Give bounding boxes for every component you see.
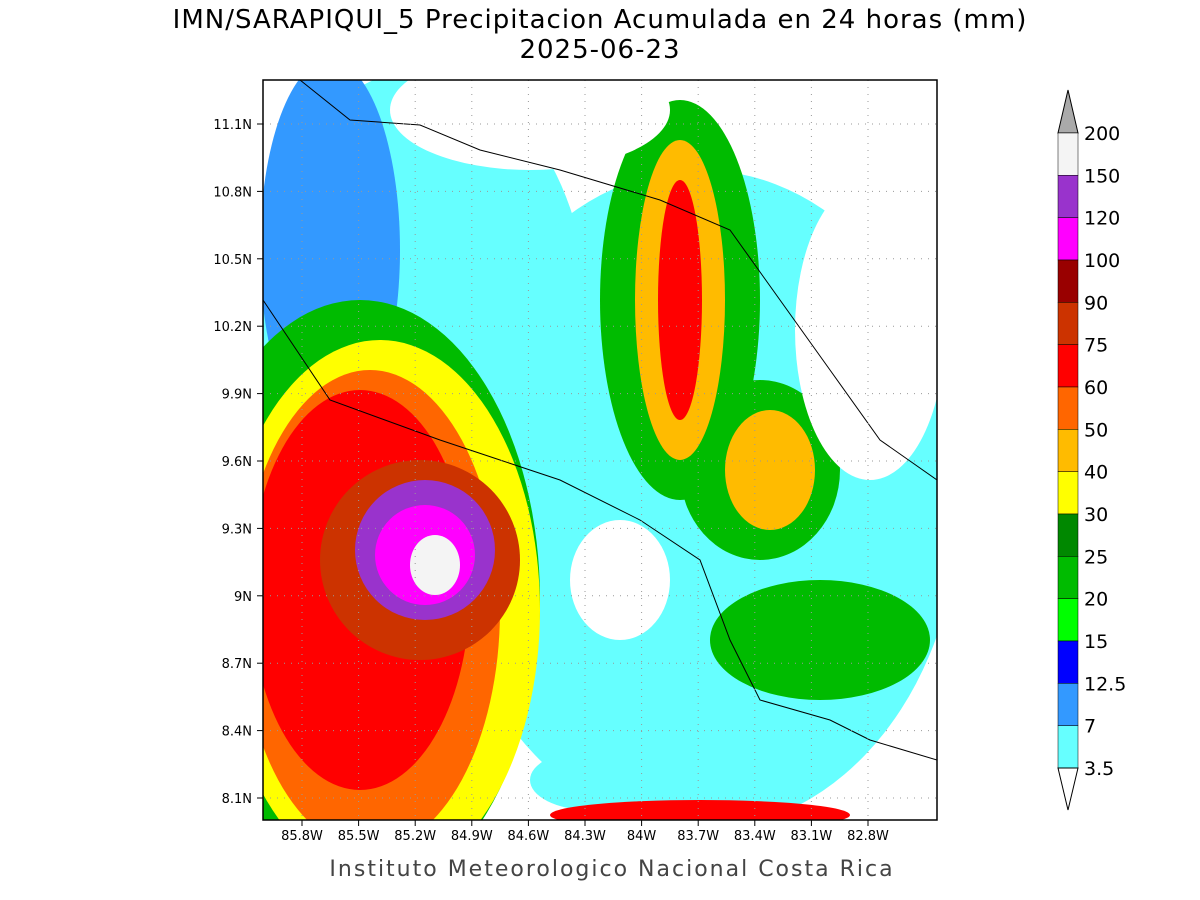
lon-label: 85.5W [338, 829, 380, 844]
colorbar-label: 7 [1084, 716, 1096, 738]
lat-label: 10.2N [213, 320, 252, 335]
colorbar-segment [1057, 302, 1079, 345]
graticule: 11.1N 10.8N 10.5N 10.2N 9.9N 9.6N 9.3N 9N 8.7N 8.… [213, 80, 937, 844]
lon-label: 83.7W [677, 829, 719, 844]
colorbar-label: 150 [1084, 165, 1120, 187]
colorbar: 200 150 120 100 90 75 60 50 40 30 25 20 15 12.5 7 3.5 [1057, 89, 1126, 811]
colorbar-segment [1057, 429, 1079, 472]
lat-label: 9N [234, 590, 252, 605]
colorbar-label: 100 [1084, 250, 1120, 272]
lat-label: 8.4N [222, 725, 252, 740]
colorbar-label: 15 [1084, 631, 1108, 653]
colorbar-under [1057, 767, 1079, 811]
colorbar-label: 12.5 [1084, 673, 1126, 695]
subtitle: 2025-06-23 [519, 35, 680, 65]
title: IMN/SARAPIQUI_5 Precipitacion Acumulada … [173, 5, 1028, 35]
colorbar-segment [1057, 132, 1079, 176]
footer: Instituto Meteorologico Nacional Costa R… [329, 857, 894, 882]
colorbar-over [1057, 89, 1079, 134]
colorbar-label: 30 [1084, 504, 1108, 526]
colorbar-label: 90 [1084, 292, 1108, 314]
lat-label: 9.9N [222, 388, 252, 403]
lat-label: 9.3N [222, 522, 252, 537]
lon-label: 84.3W [564, 829, 606, 844]
colorbar-segment [1057, 386, 1079, 430]
lon-label: 82.8W [847, 829, 889, 844]
colorbar-segment [1057, 598, 1079, 642]
lon-label: 84.6W [507, 829, 549, 844]
colorbar-segment [1057, 640, 1079, 684]
lon-label: 85.8W [281, 829, 323, 844]
lon-label: 83.1W [790, 829, 832, 844]
lat-label: 11.1N [213, 118, 252, 133]
lat-label: 10.5N [213, 253, 252, 268]
map-frame [262, 79, 938, 821]
colorbar-segment [1057, 217, 1079, 261]
lat-label: 10.8N [213, 185, 252, 200]
colorbar-segment [1057, 725, 1079, 769]
lon-label: 85.2W [394, 829, 436, 844]
lat-label: 9.6N [222, 455, 252, 470]
lat-label: 8.1N [222, 792, 252, 807]
lon-label: 84W [627, 829, 657, 844]
lon-label: 84.9W [451, 829, 493, 844]
precip-field [263, 80, 937, 820]
colorbar-segment [1057, 344, 1079, 388]
colorbar-segment [1057, 556, 1079, 599]
lon-label: 83.4W [734, 829, 776, 844]
colorbar-label: 40 [1084, 462, 1108, 484]
colorbar-label: 25 [1084, 546, 1108, 568]
colorbar-segment [1057, 471, 1079, 515]
colorbar-label: 75 [1084, 335, 1108, 357]
colorbar-segment [1057, 683, 1079, 726]
lat-label: 8.7N [222, 657, 252, 672]
colorbar-label: 200 [1084, 123, 1120, 145]
colorbar-label: 50 [1084, 419, 1108, 441]
colorbar-segment [1057, 175, 1079, 218]
colorbar-label: 3.5 [1084, 758, 1114, 780]
colorbar-label: 120 [1084, 208, 1120, 230]
colorbar-label: 60 [1084, 377, 1108, 399]
colorbar-segment [1057, 513, 1079, 557]
colorbar-segment [1057, 259, 1079, 303]
colorbar-label: 20 [1084, 589, 1108, 611]
